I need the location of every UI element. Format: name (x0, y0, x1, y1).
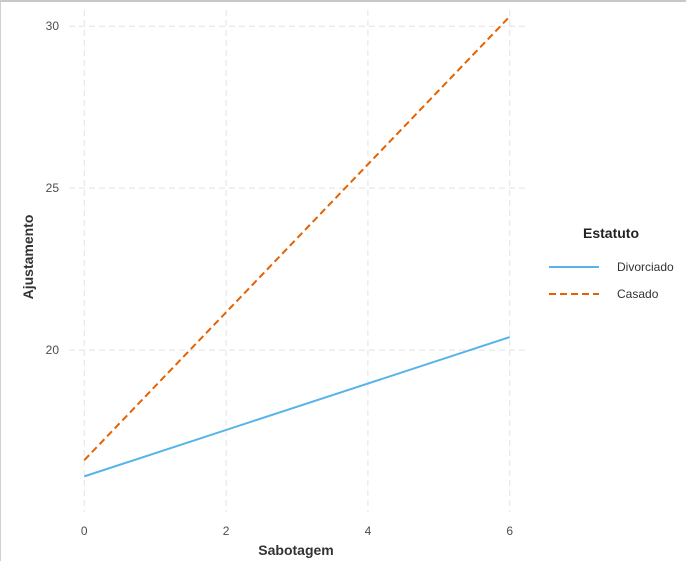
x-axis-ticks: 0 2 4 6 (81, 524, 513, 538)
y-tick-label: 30 (46, 19, 60, 33)
legend-label-casado: Casado (617, 287, 659, 301)
grid (69, 10, 525, 512)
x-tick-label: 0 (81, 524, 88, 538)
x-axis-title: Sabotagem (258, 542, 333, 558)
y-axis-ticks: 20 25 30 (46, 19, 60, 357)
series-lines (83, 15, 511, 478)
legend-title: Estatuto (583, 225, 639, 241)
x-tick-label: 4 (365, 524, 372, 538)
legend-items: Divorciado Casado (549, 260, 674, 301)
x-tick-label: 6 (506, 524, 513, 538)
y-tick-label: 25 (46, 181, 60, 195)
x-tick-label: 2 (223, 524, 230, 538)
legend-label-divorciado: Divorciado (617, 260, 674, 274)
y-tick-label: 20 (46, 343, 60, 357)
series-line-casado (83, 15, 511, 461)
y-axis-title: Ajustamento (20, 215, 36, 300)
legend: Estatuto Divorciado Casado (549, 225, 674, 301)
series-line-divorciado (83, 336, 511, 478)
